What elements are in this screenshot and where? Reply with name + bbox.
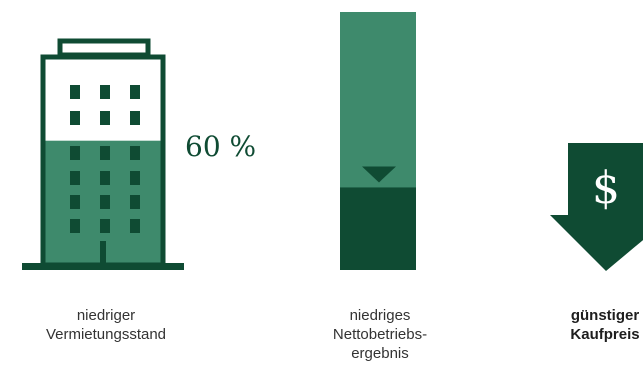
caption-line: Kaufpreis bbox=[570, 326, 640, 343]
occupancy-caption: niedriger Vermietungsstand bbox=[16, 306, 196, 344]
window bbox=[100, 146, 110, 160]
window bbox=[100, 171, 110, 185]
window bbox=[70, 146, 80, 160]
window bbox=[100, 85, 110, 99]
down-arrow-shape bbox=[550, 143, 643, 271]
window bbox=[100, 111, 110, 125]
window bbox=[130, 195, 140, 209]
window bbox=[100, 219, 110, 233]
window bbox=[130, 219, 140, 233]
net-income-panel: niedriges Nettobetriebs- ergebnis bbox=[290, 0, 470, 368]
occupancy-panel: 60 % niedriger Vermietungsstand bbox=[0, 0, 290, 368]
window bbox=[130, 85, 140, 99]
occupancy-percent: 60 % bbox=[185, 130, 257, 163]
caption-line: niedriger bbox=[76, 307, 136, 324]
caption-line: ergebnis bbox=[351, 345, 409, 362]
building-base bbox=[22, 263, 184, 270]
net-operating-income-bar-icon bbox=[340, 12, 416, 270]
level-pointer-icon bbox=[362, 166, 396, 183]
window bbox=[130, 111, 140, 125]
window bbox=[70, 85, 80, 99]
window bbox=[130, 171, 140, 185]
window bbox=[70, 219, 80, 233]
roof-cap bbox=[57, 38, 151, 58]
door-divider bbox=[100, 241, 106, 265]
dollar-sign: $ bbox=[592, 163, 620, 214]
caption-line: niedriges bbox=[349, 307, 411, 324]
bar-level bbox=[340, 187, 416, 270]
net-income-caption: niedriges Nettobetriebs- ergebnis bbox=[295, 306, 465, 363]
dollar-down-arrow-icon: $ bbox=[550, 143, 643, 271]
caption-line: günstiger bbox=[570, 307, 640, 324]
window bbox=[130, 146, 140, 160]
office-building-icon bbox=[22, 38, 184, 270]
caption-line: Vermietungsstand bbox=[45, 326, 167, 343]
window bbox=[70, 111, 80, 125]
window bbox=[70, 195, 80, 209]
window bbox=[100, 195, 110, 209]
purchase-price-panel: $ günstiger Kaufpreis bbox=[510, 0, 643, 368]
purchase-price-caption: günstiger Kaufpreis bbox=[530, 306, 643, 344]
windows bbox=[70, 85, 140, 233]
window bbox=[70, 171, 80, 185]
caption-line: Nettobetriebs- bbox=[332, 326, 428, 343]
